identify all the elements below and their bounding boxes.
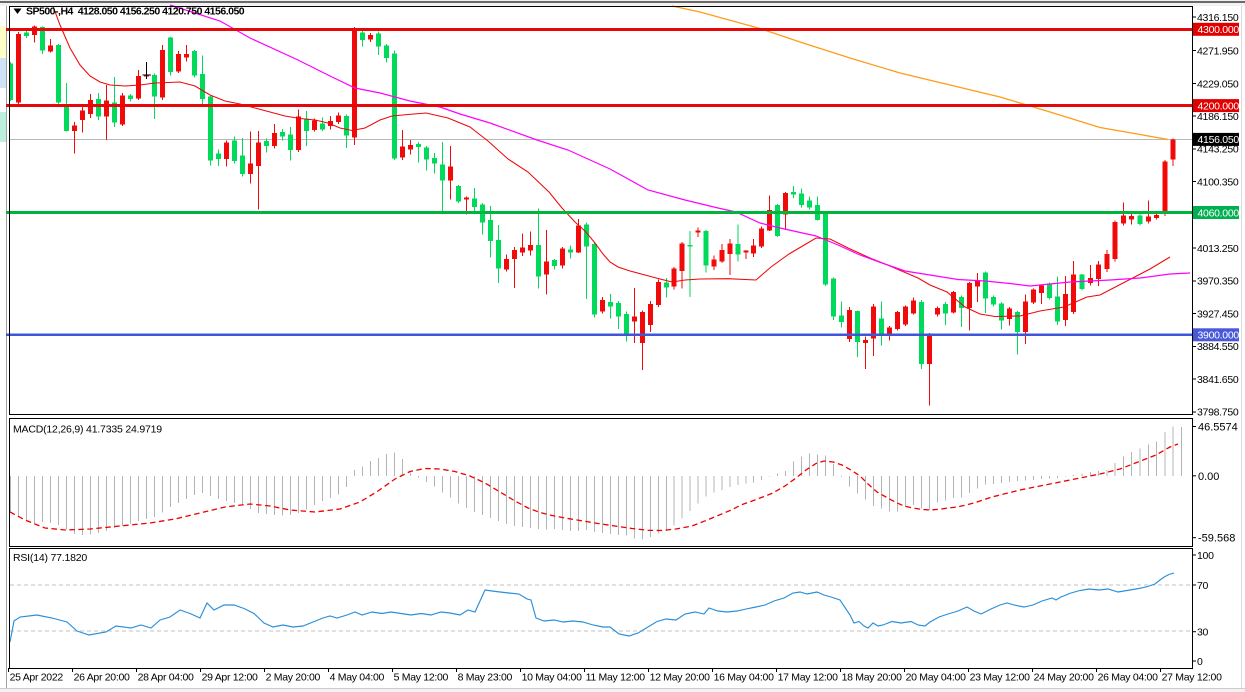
svg-text:MACD(12,26,9) 41.7335 24.9719: MACD(12,26,9) 41.7335 24.9719: [13, 424, 162, 436]
svg-text:3841.650: 3841.650: [1197, 374, 1239, 386]
svg-text:3798.750: 3798.750: [1197, 407, 1239, 419]
svg-text:5 May 12:00: 5 May 12:00: [394, 672, 449, 684]
svg-text:26 Apr 20:00: 26 Apr 20:00: [74, 672, 130, 684]
svg-text:SP500-,H4 4128.050 4156.250 4: SP500-,H4 4128.050 4156.250 4120.750 415…: [26, 6, 245, 18]
svg-text:27 May 12:00: 27 May 12:00: [1162, 672, 1222, 684]
svg-text:2 May 20:00: 2 May 20:00: [266, 672, 321, 684]
svg-text:3900.000: 3900.000: [1198, 330, 1240, 342]
svg-text:-59.568: -59.568: [1198, 533, 1235, 545]
svg-text:30: 30: [1197, 627, 1209, 639]
svg-text:3970.350: 3970.350: [1197, 276, 1239, 288]
svg-text:20 May 04:00: 20 May 04:00: [906, 672, 966, 684]
svg-text:4186.150: 4186.150: [1197, 111, 1239, 123]
svg-text:4 May 04:00: 4 May 04:00: [330, 672, 385, 684]
svg-text:0: 0: [1197, 656, 1203, 668]
svg-text:100: 100: [1197, 550, 1214, 562]
svg-text:23 May 12:00: 23 May 12:00: [970, 672, 1030, 684]
svg-text:28 Apr 04:00: 28 Apr 04:00: [138, 672, 194, 684]
svg-text:4271.950: 4271.950: [1197, 46, 1239, 58]
svg-text:70: 70: [1197, 580, 1209, 592]
svg-text:4156.050: 4156.050: [1198, 134, 1240, 146]
svg-text:4013.250: 4013.250: [1197, 243, 1239, 255]
svg-text:10 May 04:00: 10 May 04:00: [522, 672, 582, 684]
svg-text:4300.000: 4300.000: [1198, 24, 1240, 36]
svg-text:4060.000: 4060.000: [1198, 207, 1240, 219]
svg-text:29 Apr 12:00: 29 Apr 12:00: [202, 672, 258, 684]
svg-text:4229.050: 4229.050: [1197, 78, 1239, 90]
svg-text:24 May 20:00: 24 May 20:00: [1034, 672, 1094, 684]
svg-text:4200.000: 4200.000: [1198, 100, 1240, 112]
svg-text:17 May 12:00: 17 May 12:00: [778, 672, 838, 684]
svg-text:46.5574: 46.5574: [1198, 422, 1238, 434]
svg-text:18 May 20:00: 18 May 20:00: [842, 672, 902, 684]
svg-text:4316.150: 4316.150: [1197, 12, 1239, 24]
svg-text:3927.450: 3927.450: [1197, 308, 1239, 320]
svg-text:12 May 20:00: 12 May 20:00: [650, 672, 710, 684]
svg-text:3884.550: 3884.550: [1197, 341, 1239, 353]
svg-text:4143.250: 4143.250: [1197, 144, 1239, 156]
svg-text:11 May 12:00: 11 May 12:00: [586, 672, 646, 684]
svg-text:8 May 23:00: 8 May 23:00: [458, 672, 513, 684]
svg-text:16 May 04:00: 16 May 04:00: [714, 672, 774, 684]
svg-text:0.00: 0.00: [1198, 471, 1219, 483]
svg-text:25 Apr 2022: 25 Apr 2022: [10, 672, 64, 684]
svg-text:RSI(14) 77.1820: RSI(14) 77.1820: [13, 552, 87, 564]
svg-text:4100.350: 4100.350: [1197, 177, 1239, 189]
svg-text:26 May 04:00: 26 May 04:00: [1098, 672, 1158, 684]
